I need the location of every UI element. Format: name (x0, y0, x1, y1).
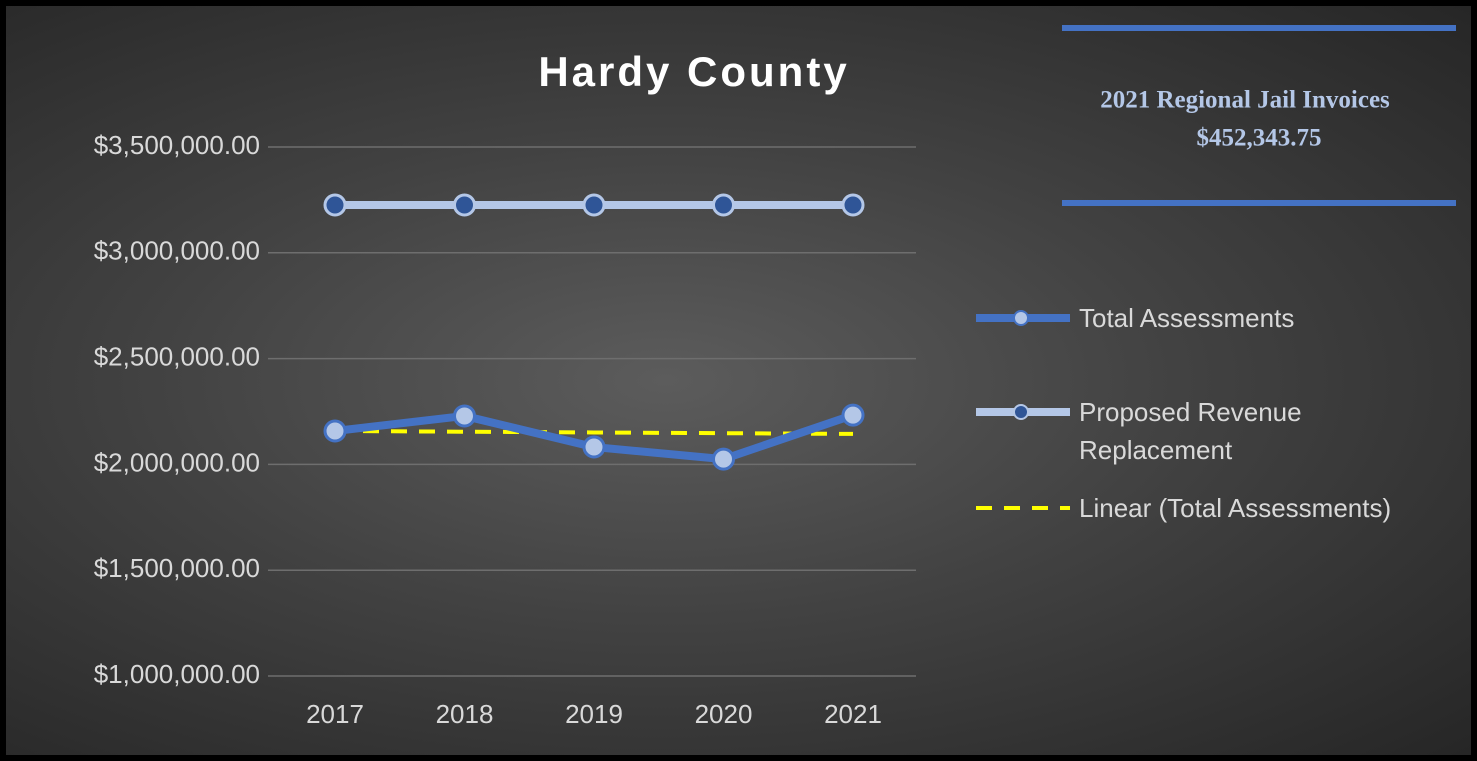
legend-label: Proposed Revenue Replacement (1079, 397, 1302, 465)
x-tick-label: 2018 (436, 699, 494, 729)
series-line (334, 428, 854, 436)
legend-label: Linear (Total Assessments) (1079, 493, 1392, 523)
x-tick-label: 2017 (306, 699, 364, 729)
y-tick-label: $2,500,000.00 (94, 341, 260, 371)
x-tick-label: 2021 (824, 699, 882, 729)
y-tick-label: $3,000,000.00 (94, 236, 260, 266)
legend-label: Total Assessments (1079, 303, 1295, 333)
legend-marker (1013, 404, 1029, 420)
x-tick-label: 2020 (695, 699, 753, 729)
legend-marker (1013, 310, 1029, 326)
y-tick-label: $3,500,000.00 (94, 130, 260, 160)
x-tick-label: 2019 (565, 699, 623, 729)
data-point (453, 193, 476, 217)
data-point (323, 193, 347, 217)
data-point (582, 435, 606, 459)
note-text: 2021 Regional Jail Invoices (1100, 87, 1390, 114)
data-point (453, 404, 476, 428)
data-point (841, 193, 865, 217)
note-text: $452,343.75 (1197, 125, 1322, 152)
data-point (712, 447, 735, 471)
data-point (712, 193, 735, 217)
data-point (841, 403, 865, 427)
y-tick-label: $1,000,000.00 (94, 659, 260, 689)
y-tick-label: $1,500,000.00 (94, 553, 260, 583)
chart-title: Hardy County (538, 48, 849, 95)
data-point (323, 419, 347, 443)
y-tick-label: $2,000,000.00 (94, 447, 260, 477)
data-point (582, 193, 606, 217)
